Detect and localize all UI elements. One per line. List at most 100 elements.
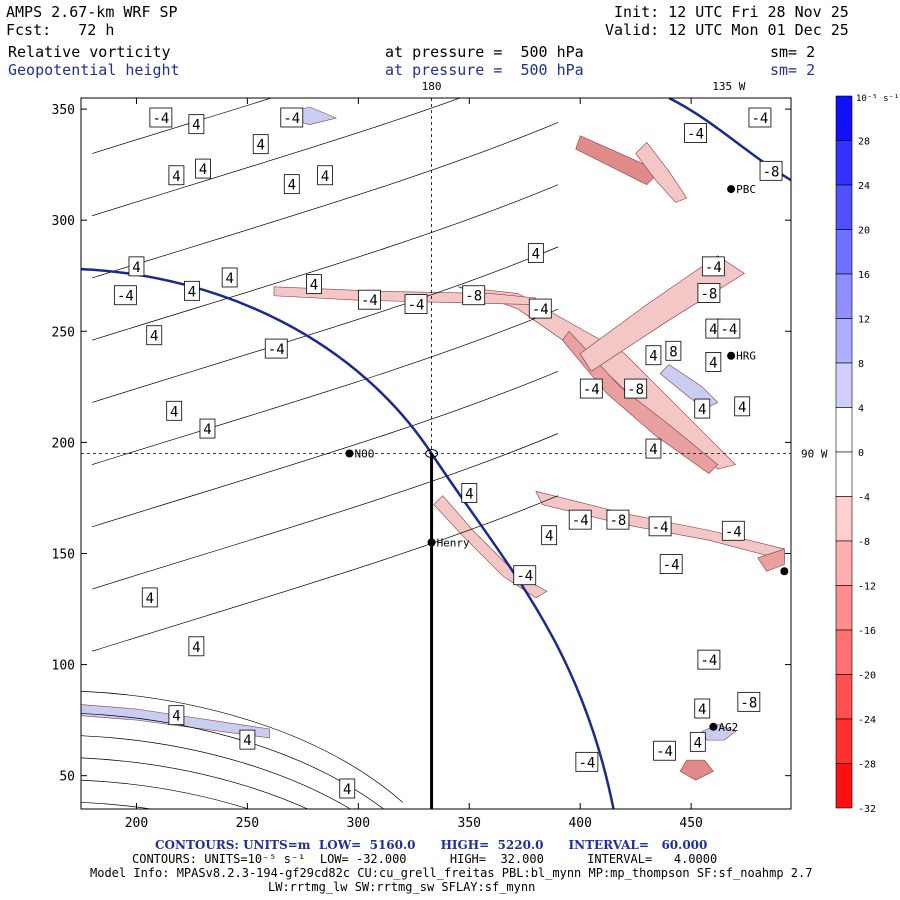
pressure1-label: at pressure = 500 hPa: [385, 43, 584, 61]
contour-label-text: -4: [516, 569, 533, 585]
fcst-value: 72 h: [78, 21, 115, 39]
vorticity-chart: 200 250 300 350 400 4505010015020025030035018…: [52, 80, 900, 831]
contour-line-sw-3: [81, 757, 309, 809]
contour-label-text: -4: [652, 520, 669, 536]
station-dot: [345, 449, 354, 458]
contour-label-0: -4: [149, 107, 173, 128]
contour-line-1: [91, 98, 462, 217]
colorbar-segment-4: [835, 273, 853, 319]
contour-label-box: [568, 509, 592, 530]
contour-label-text: 4: [709, 355, 717, 371]
y-tick-label-350: 350: [52, 103, 75, 118]
contour-label-text: 4: [192, 118, 200, 134]
contour-label-20: 4: [146, 325, 163, 346]
contour-label-box: [734, 396, 751, 417]
contour-label-12: -4: [113, 285, 137, 306]
vorticity-field: [81, 98, 791, 809]
contour-label-text: 4: [698, 402, 706, 418]
station-AG2: AG2: [709, 721, 738, 734]
contour-label-text: -4: [408, 298, 425, 314]
contour-label-56: 4: [168, 705, 185, 726]
station-dot: [709, 722, 718, 731]
contour-label-33: 4: [645, 438, 662, 459]
contour-label-34: 4: [734, 396, 751, 417]
pole-marker: [425, 449, 439, 458]
colorbar-segment-7: [835, 407, 853, 453]
contour-label-59: 4: [339, 778, 356, 799]
pressure2-label: at pressure = 500 hPa: [385, 61, 584, 79]
sm2-label: sm= 2: [770, 61, 816, 79]
contour-label-36: -4: [748, 107, 772, 128]
contour-label-box: [717, 318, 741, 339]
contour-label-49: -8: [737, 691, 761, 712]
x-tick-label-250: 250: [236, 816, 259, 831]
vorticity-band-9: [635, 141, 688, 203]
contour-label-box: [306, 274, 322, 295]
station-label: PBC: [736, 183, 756, 196]
colorbar-segment-1: [835, 140, 853, 186]
contour-label-44: -4: [659, 554, 683, 574]
contour-label-28: -8: [697, 283, 721, 303]
station-dot: [780, 567, 789, 576]
contour-label-text: -8: [627, 382, 644, 398]
station-dot: [427, 538, 436, 547]
contour-label-text: 4: [343, 782, 351, 798]
contour-label-11: 4: [184, 280, 200, 301]
contour-label-51: 4: [689, 731, 706, 752]
contour-label-box: [339, 778, 356, 799]
contour-label-5: 4: [283, 174, 300, 195]
contour-label-box: [317, 165, 333, 186]
contour-label-text: 4: [465, 486, 473, 502]
contour-label-text: -8: [740, 695, 757, 711]
contour-label-text: 4: [257, 138, 265, 154]
contour-label-box: [188, 636, 205, 657]
contour-label-box: [280, 107, 304, 128]
contour-label-box: [606, 509, 630, 530]
contour-line-6: [91, 370, 559, 528]
y-tick-label-200: 200: [52, 436, 75, 451]
contour-label-47: 4: [188, 636, 205, 657]
contour-label-box: [461, 483, 478, 503]
contour-line-sw-2: [81, 735, 351, 809]
init-time: Init: 12 UTC Fri 28 Nov 25: [614, 3, 849, 21]
colorbar-segment-12: [835, 629, 853, 675]
contour-label-text: -4: [572, 513, 589, 529]
contour-label-50: 4: [694, 698, 711, 719]
contour-label-text: -8: [610, 513, 627, 529]
station-HRG: HRG: [727, 350, 756, 363]
contour-label-3: 4: [195, 158, 211, 179]
contour-label-text: 4: [199, 162, 207, 178]
contour-label-text: 4: [321, 169, 329, 185]
colorbar-label--8: -8: [858, 537, 870, 548]
contour-label-18: -4: [528, 298, 552, 319]
contour-label-53: -4: [575, 751, 599, 772]
contour-label-text: 4: [225, 271, 233, 287]
contour-label-text: 4: [150, 329, 158, 345]
contour-label-box: [513, 565, 537, 586]
station-5: [780, 567, 789, 576]
contour-label-text: -8: [763, 164, 780, 180]
station-Henry: Henry: [427, 536, 470, 549]
forecast-label: Fcst: 72 h: [6, 21, 114, 39]
contour-label-box: [146, 325, 163, 346]
contour-label-23: 4: [645, 345, 662, 366]
x-tick-label-200: 200: [125, 816, 148, 831]
lon-label-1: 135 W: [712, 80, 745, 93]
contour-label-text: -4: [152, 111, 169, 127]
contour-label-box: [701, 256, 725, 277]
contour-label-box: [689, 731, 706, 752]
vorticity-band-2: [433, 495, 548, 599]
contour-label-text: -4: [578, 755, 595, 771]
contour-line-0: [91, 98, 273, 154]
field2-name: Geopotential height: [8, 61, 180, 79]
contour-label-text: 4: [146, 591, 154, 607]
contour-label-box: [149, 107, 173, 128]
contour-label-text: -8: [465, 289, 482, 305]
contour-line-7: [91, 433, 559, 590]
contour-label-box: [737, 691, 761, 712]
contour-label-46: 4: [141, 587, 158, 608]
contour-line-sw-4: [81, 779, 250, 809]
contour-line-5: [91, 308, 559, 465]
height-contour-5160: [81, 267, 615, 809]
contour-label-32: 4: [694, 398, 711, 419]
